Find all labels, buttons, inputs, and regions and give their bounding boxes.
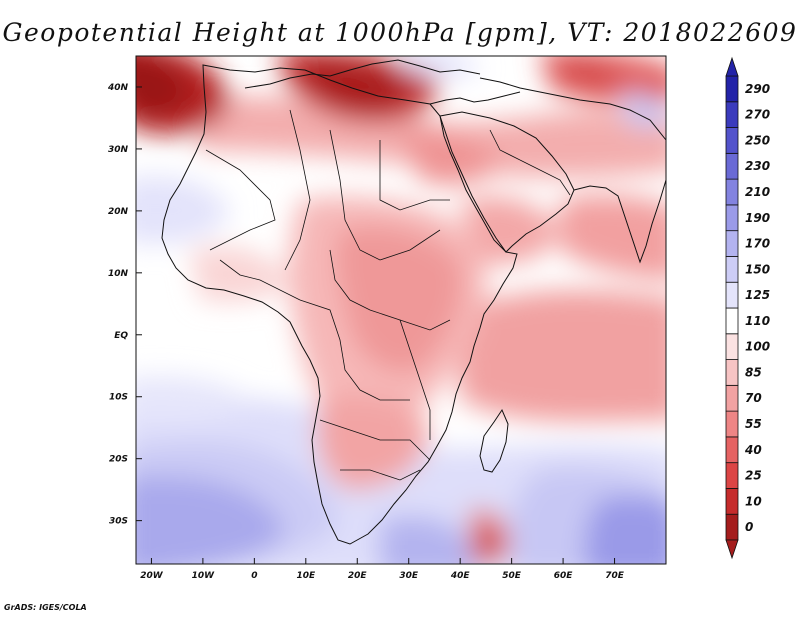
colorbar-segment [725,307,739,335]
lat-tick-label: 40N [107,83,129,93]
lat-axis: 40N 30N 20N 10N EQ 10S 20S 30S [107,83,142,527]
colorbar-label: 170 [745,237,770,251]
colorbar-label: 10 [745,494,762,508]
colorbar: 0 10 25 40 55 70 85 100 110 125 150 170 190 210 230 250… [725,56,770,560]
lon-tick-label: 10W [192,571,216,581]
colorbar-segment [725,204,739,232]
colorbar-segment [725,75,739,103]
colorbar-segment [725,152,739,180]
lat-tick-label: 10N [108,269,129,279]
lat-tick-label: EQ [114,331,128,341]
coastlines [161,59,666,545]
map-frame [135,55,667,565]
lon-tick-label: 40E [450,571,471,581]
lat-tick-label: 30N [108,145,129,155]
colorbar-label: 85 [745,365,762,379]
lon-axis: 20W 10W 0 10E 20E 30E 40E 50E 60E 70E [140,558,625,581]
colorbar-label: 150 [745,262,770,276]
colorbar-label: 55 [745,417,762,431]
colorbar-segment [725,410,739,438]
colorbar-label: 125 [745,288,770,302]
map-title: Geopotential Height at 1000hPa [gpm], VT… [2,18,798,47]
lon-tick-label: 50E [502,571,522,581]
colorbar-label: 190 [745,211,770,225]
lon-tick-label: 20W [140,571,164,581]
colorbar-label: 110 [745,314,770,328]
colorbar-label: 100 [745,340,770,354]
colorbar-label: 40 [744,443,762,457]
lat-tick-label: 10S [109,393,128,403]
country-borders [205,109,571,481]
colorbar-segment [725,333,739,360]
colorbar-label: 290 [745,82,770,96]
colorbar-segment [725,462,739,489]
lat-tick-label: 20S [109,455,128,465]
lon-tick-label: 60E [554,571,574,581]
lon-tick-label: 20E [348,571,368,581]
lon-tick-label: 0 [251,571,257,581]
lon-tick-label: 70E [605,571,625,581]
colorbar-label: 70 [745,391,762,405]
colorbar-segment [725,281,739,309]
colorbar-segment [725,513,739,541]
colorbar-segment [725,256,739,283]
lat-tick-label: 20N [108,207,129,217]
colorbar-segment [725,230,739,257]
colorbar-label: 0 [745,520,753,534]
colorbar-segment [725,384,739,412]
colorbar-label: 230 [745,159,770,173]
colorbar-segment [725,359,739,386]
colorbar-label: 270 [745,108,770,122]
colorbar-label: 25 [745,469,762,483]
geopotential-field [136,56,666,564]
lat-tick-label: 30S [109,517,128,527]
colorbar-bottom-arrow [725,539,739,560]
colorbar-segment [725,101,739,128]
grads-credit: GrADS: IGES/COLA [4,603,87,612]
colorbar-top-arrow [725,56,739,77]
colorbar-segment [725,436,739,464]
lon-tick-label: 10E [296,571,316,581]
lon-tick-label: 30E [399,571,419,581]
colorbar-label: 210 [745,185,770,199]
colorbar-segment [725,127,739,154]
colorbar-segment [725,488,739,515]
colorbar-label: 250 [745,133,770,147]
colorbar-segment [725,178,739,206]
map-plot-area [136,56,666,564]
